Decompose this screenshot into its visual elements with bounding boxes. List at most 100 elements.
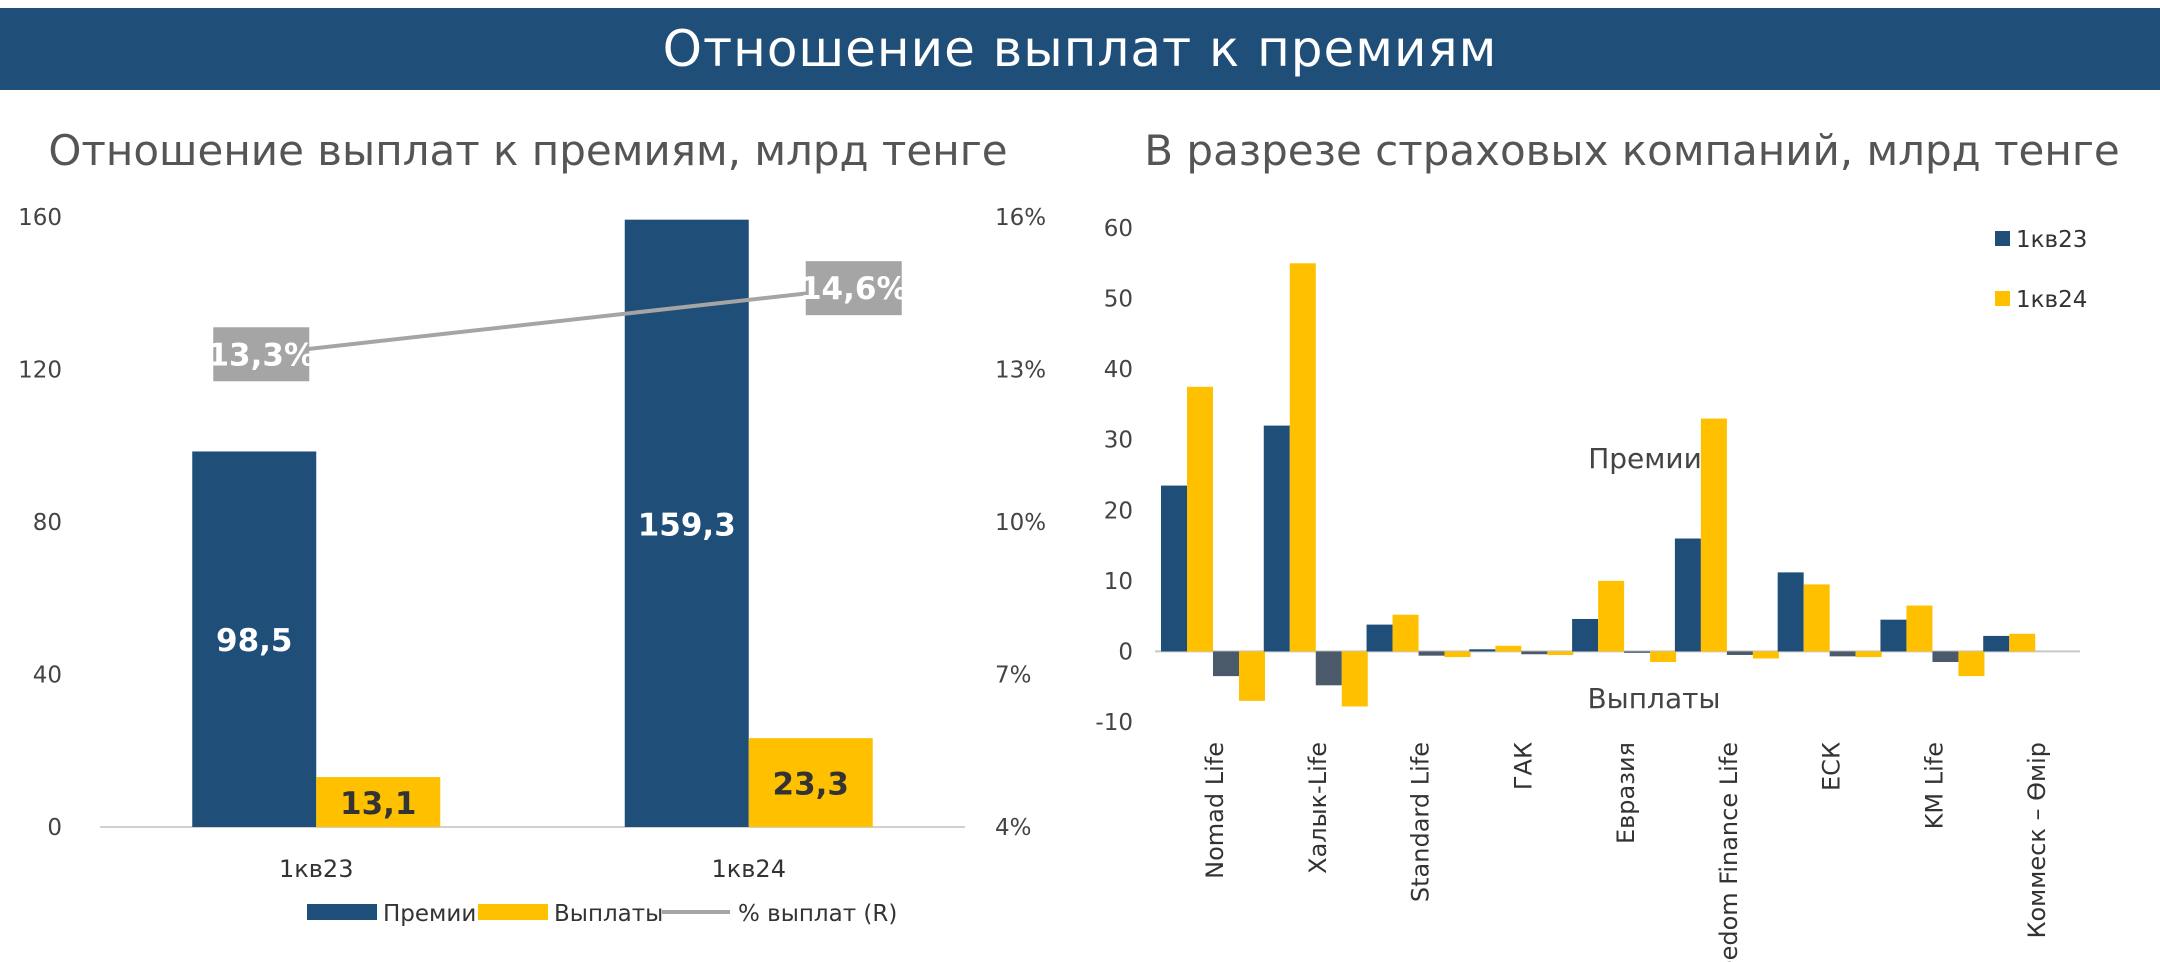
legend-swatch-vyplaty	[478, 904, 548, 920]
x-category-label: KM Life	[1920, 742, 1948, 829]
legend-swatch-1kv24	[1995, 291, 2010, 306]
right-legend: 1кв23 1кв24	[1995, 227, 2087, 313]
bar-premiums-1кв24	[2009, 633, 2036, 652]
bar-payouts-1кв23	[1213, 651, 1239, 677]
bar-vyplaty	[316, 777, 441, 827]
bar-premiums-1кв23	[1366, 624, 1393, 652]
percent-line	[261, 286, 854, 357]
bar-payouts-1кв23	[1521, 651, 1548, 655]
left-chart-title: Отношение выплат к премиям, млрд тенге	[48, 126, 1007, 175]
y-tick-label: 120	[18, 358, 62, 384]
bar-premiums-1кв24	[1495, 645, 1522, 652]
y-tick-label: 0	[1118, 639, 1133, 665]
y-tick-label: 10	[1104, 569, 1133, 595]
bar-premiums-1кв24	[1392, 614, 1419, 652]
page-title: Отношение выплат к премиям	[662, 20, 1498, 78]
y-tick-label: 60	[1104, 216, 1133, 242]
right-chart-title: В разрезе страховых компаний, млрд тенге	[1144, 126, 2120, 175]
legend-label-1kv23: 1кв23	[2016, 227, 2087, 253]
y2-tick-label: 4%	[995, 815, 1032, 841]
percent-marker-box	[213, 327, 310, 382]
legend-swatch-1kv23	[1995, 231, 2010, 246]
x-category-label: Nomad Life	[1201, 742, 1229, 879]
y-tick-label: 50	[1104, 287, 1133, 313]
bar-payouts-1кв24	[1958, 651, 1985, 677]
bar-premiums-1кв23	[1777, 572, 1804, 652]
bar-premiums-1кв23	[1880, 619, 1907, 652]
bar-data-label: 98,5	[216, 623, 293, 659]
left-legend: Премии Выплаты % выплат (R)	[307, 901, 897, 927]
bar-payouts-1кв24	[1650, 651, 1677, 663]
bar-premiums-1кв23	[1469, 649, 1496, 652]
bar-premiums-1кв24	[1906, 605, 1933, 652]
y2-tick-label: 16%	[995, 205, 1046, 231]
x-category-label: ГАК	[1509, 742, 1537, 790]
y-tick-label: 160	[18, 205, 62, 231]
bar-payouts-1кв23	[1932, 651, 1959, 663]
bar-data-label: 159,3	[638, 507, 736, 543]
y-tick-label: 0	[47, 815, 62, 841]
bar-payouts-1кв24	[1341, 651, 1368, 707]
bar-payouts-1кв24	[1239, 651, 1265, 701]
bar-premiums-1кв23	[1161, 485, 1187, 652]
right-bars	[1161, 263, 2036, 707]
bar-premiums-1кв24	[1187, 386, 1213, 652]
bar-premiums-1кв24	[1289, 263, 1316, 652]
bar-premiums-1кв24	[1598, 580, 1625, 652]
header-banner: Отношение выплат к премиям	[0, 8, 2160, 90]
legend-label-vyplaty: Выплаты	[554, 901, 663, 927]
legend-label-percent: % выплат (R)	[738, 901, 897, 927]
y-tick-label: 30	[1104, 428, 1133, 454]
x-category-label: Халык-Life	[1304, 742, 1332, 874]
bar-data-label: 23,3	[773, 767, 850, 803]
bar-payouts-1кв23	[1418, 651, 1445, 656]
y2-tick-label: 10%	[995, 510, 1046, 536]
x-category-label: Standard Life	[1407, 742, 1435, 902]
bar-vyplaty	[748, 738, 873, 827]
x-category-label: Коммеск – Өмір	[2023, 742, 2051, 939]
bar-payouts-1кв24	[1444, 651, 1471, 658]
bar-data-label: 13,1	[340, 786, 417, 822]
percent-data-label: 14,6%	[800, 271, 908, 307]
bar-payouts-1кв24	[1547, 651, 1574, 655]
bar-premiums-1кв23	[1263, 425, 1290, 652]
annotation-vyplaty: Выплаты	[1587, 682, 1720, 715]
y-tick-label: 40	[33, 663, 62, 689]
bar-payouts-1кв23	[1315, 651, 1342, 686]
bar-premiums-1кв23	[1983, 635, 2010, 652]
bar-payouts-1кв24	[1855, 651, 1882, 658]
x-category-label: Евразия	[1612, 742, 1640, 844]
x-category-label: 1кв23	[279, 855, 353, 883]
bar-payouts-1кв23	[1624, 651, 1651, 653]
y-tick-label: 80	[33, 510, 62, 536]
bar-premiums-1кв24	[1803, 584, 1830, 652]
y-tick-label: 20	[1104, 498, 1133, 524]
left-x-axis: 1кв23 1кв24	[279, 855, 786, 883]
bar-premiums-1кв24	[1700, 418, 1727, 652]
percent-data-label: 13,3%	[207, 337, 315, 373]
left-percent-line: 13,3% 14,6%	[207, 261, 908, 382]
bar-payouts-1кв23	[1726, 651, 1753, 655]
x-category-label: ЕСК	[1818, 742, 1846, 791]
x-category-label: 1кв24	[712, 855, 786, 883]
legend-label-premii: Премии	[383, 901, 476, 927]
annotation-premii: Премии	[1588, 442, 1702, 475]
bar-premiums-1кв23	[1572, 618, 1599, 652]
bar-premii	[624, 219, 749, 827]
y2-tick-label: 7%	[995, 663, 1032, 689]
bar-payouts-1кв23	[1829, 651, 1856, 657]
bar-premii	[192, 451, 317, 827]
y-tick-label: 40	[1104, 357, 1133, 383]
legend-swatch-premii	[307, 904, 377, 920]
percent-marker-box	[805, 261, 902, 316]
y-tick-label: -10	[1095, 710, 1133, 736]
right-x-axis: Nomad Life Халык-Life Standard Life ГАК Евра…	[1201, 742, 2051, 962]
bar-payouts-1кв24	[1752, 651, 1779, 659]
bar-premiums-1кв23	[1674, 538, 1701, 652]
x-category-label: Freedom Finance Life	[1715, 742, 1743, 962]
left-bars: 98,5 13,1 159,3 23,3	[192, 219, 873, 827]
left-y2-axis: 16% 13% 10% 7% 4%	[995, 205, 1046, 841]
y2-tick-label: 13%	[995, 358, 1046, 384]
legend-label-1kv24: 1кв24	[2016, 287, 2087, 313]
